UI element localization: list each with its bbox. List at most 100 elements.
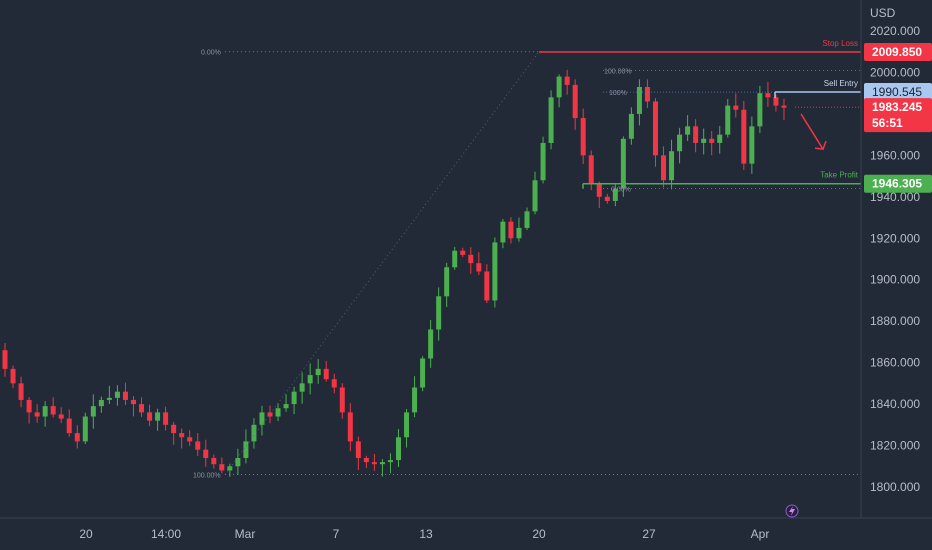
candle-body bbox=[652, 101, 658, 156]
y-tick-label: 2020.000 bbox=[870, 24, 920, 38]
candle-body bbox=[516, 227, 522, 239]
y-tick-label: 1920.000 bbox=[870, 231, 920, 245]
candle-body bbox=[500, 221, 506, 243]
candle-body bbox=[709, 138, 715, 143]
candle-body bbox=[677, 134, 683, 152]
candle-body bbox=[604, 196, 610, 201]
candle-body bbox=[34, 412, 40, 417]
candle-body bbox=[532, 180, 538, 212]
x-tick-label: 13 bbox=[419, 527, 433, 541]
candle-body bbox=[484, 271, 490, 301]
svg-text:2009.850: 2009.850 bbox=[872, 45, 922, 59]
x-tick-label: 7 bbox=[333, 527, 340, 541]
x-tick-label: Apr bbox=[751, 527, 770, 541]
candle-body bbox=[404, 412, 410, 438]
x-tick-label: 14:00 bbox=[151, 527, 181, 541]
candle-body bbox=[371, 462, 377, 465]
y-tick-label: 1800.000 bbox=[870, 480, 920, 494]
candle-body bbox=[685, 126, 691, 135]
fib-label-range-bottom: 0.00% bbox=[611, 187, 631, 194]
svg-text:1946.305: 1946.305 bbox=[872, 177, 922, 191]
candle-body bbox=[452, 250, 458, 268]
y-tick-label: 1840.000 bbox=[870, 397, 920, 411]
candle-body bbox=[444, 267, 450, 297]
candle-body bbox=[556, 76, 562, 98]
candle-body bbox=[508, 221, 514, 239]
candle-body bbox=[179, 433, 185, 438]
candle-body bbox=[147, 412, 153, 421]
candle-body bbox=[428, 329, 434, 359]
candle-body bbox=[387, 460, 393, 463]
candle-body bbox=[42, 406, 48, 417]
candle-body bbox=[219, 464, 225, 471]
fib-label-range-top: 100.00% bbox=[604, 68, 632, 75]
candle-body bbox=[187, 437, 193, 442]
candle-body bbox=[636, 86, 642, 114]
candles bbox=[2, 69, 787, 477]
take-profit-tag: 1946.305 bbox=[864, 174, 932, 193]
candle-body bbox=[757, 93, 763, 127]
candle-body bbox=[396, 437, 401, 461]
candle-body bbox=[765, 93, 771, 98]
candle-body bbox=[669, 151, 675, 181]
candle-body bbox=[106, 397, 112, 400]
candle-body bbox=[733, 105, 739, 110]
x-tick-label: 20 bbox=[79, 527, 93, 541]
candle-body bbox=[315, 368, 321, 376]
candle-body bbox=[130, 399, 136, 405]
candle-body bbox=[267, 412, 273, 417]
candle-body bbox=[66, 418, 72, 434]
candle-body bbox=[781, 105, 787, 108]
candle-body bbox=[122, 391, 128, 400]
x-tick-label: Mar bbox=[235, 527, 256, 541]
candle-body bbox=[50, 406, 56, 415]
candle-body bbox=[82, 416, 88, 442]
candle-body bbox=[420, 358, 426, 388]
candle-body bbox=[412, 387, 418, 413]
x-tick-label: 20 bbox=[532, 527, 546, 541]
candle-body bbox=[661, 155, 667, 181]
candle-body bbox=[18, 383, 24, 400]
time-axis-ticks: 20 14:00 Mar 7 13 20 27 Apr bbox=[79, 527, 769, 541]
svg-text:56:51: 56:51 bbox=[872, 116, 903, 130]
y-tick-label: 1900.000 bbox=[870, 273, 920, 287]
current-price-tag: 1983.245 56:51 bbox=[864, 98, 932, 133]
sell-entry-tag: 1990.545 bbox=[864, 83, 932, 102]
y-tick-label: 1880.000 bbox=[870, 314, 920, 328]
take-profit-label: Take Profit bbox=[820, 171, 859, 180]
candle-body bbox=[98, 399, 104, 407]
lightning-icon[interactable] bbox=[785, 504, 799, 518]
candle-body bbox=[620, 138, 626, 189]
y-tick-label: 2000.000 bbox=[870, 65, 920, 79]
y-tick-label: 1940.000 bbox=[870, 190, 920, 204]
candle-body bbox=[299, 383, 305, 392]
candle-body bbox=[171, 424, 177, 434]
candle-body bbox=[155, 412, 161, 421]
candle-body bbox=[492, 242, 498, 301]
currency-label: USD bbox=[870, 6, 896, 20]
candle-body bbox=[749, 126, 755, 164]
candle-body bbox=[355, 441, 361, 458]
stop-loss-label: Stop Loss bbox=[822, 39, 858, 48]
candle-body bbox=[468, 254, 474, 264]
candle-body bbox=[717, 134, 723, 143]
y-tick-label: 1960.000 bbox=[870, 148, 920, 162]
candle-body bbox=[564, 76, 570, 85]
candle-body bbox=[693, 126, 699, 143]
candle-body bbox=[339, 387, 345, 413]
candle-body bbox=[275, 408, 281, 417]
candle-body bbox=[331, 379, 337, 388]
candle-body bbox=[725, 105, 731, 135]
candle-body bbox=[572, 84, 578, 119]
candle-body bbox=[195, 441, 201, 450]
candle-body bbox=[612, 188, 618, 201]
candle-body bbox=[2, 350, 8, 369]
candle-body bbox=[628, 113, 634, 139]
candle-body bbox=[548, 97, 554, 143]
svg-text:1990.545: 1990.545 bbox=[872, 85, 922, 99]
candle-body bbox=[596, 184, 602, 197]
candle-body bbox=[379, 462, 385, 465]
candle-body bbox=[773, 97, 779, 106]
fib-label-range-mid: 100% bbox=[609, 90, 627, 97]
